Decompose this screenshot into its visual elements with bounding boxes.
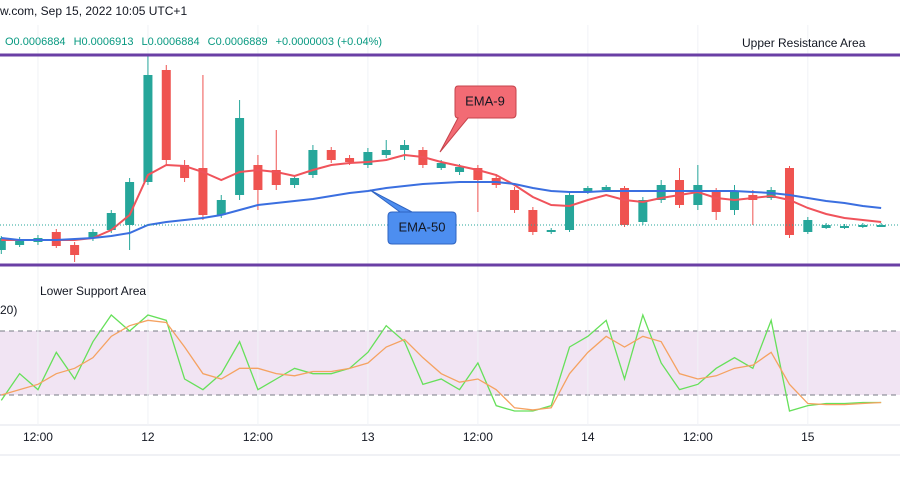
- candle-body: [106, 213, 116, 230]
- oscillator-line: [0, 312, 882, 412]
- candle-body: [88, 232, 98, 238]
- candle-body: [583, 188, 593, 192]
- candle-body: [784, 168, 794, 235]
- ohlc-label: C0.0006889: [208, 36, 268, 48]
- candle-body: [839, 226, 849, 228]
- ohlc-label: +0.0000003 (+0.04%): [276, 36, 382, 48]
- candle-body: [858, 225, 868, 227]
- candle-body: [180, 165, 190, 178]
- candle-body: [125, 182, 135, 225]
- ohlc-label: O0.0006884: [5, 36, 66, 48]
- candle-body: [473, 168, 483, 180]
- x-tick-label: 12:00: [463, 430, 493, 444]
- callout-box: [369, 189, 457, 245]
- candle-body: [803, 220, 813, 232]
- x-tick-label: 12: [141, 430, 155, 444]
- level-band: [0, 331, 900, 395]
- candle-body: [400, 145, 410, 150]
- candle-body: [711, 190, 721, 212]
- candle-body: [876, 225, 886, 227]
- candle-body: [381, 150, 391, 155]
- candle-body: [143, 75, 153, 182]
- callout-box: [439, 85, 517, 153]
- candle-body: [620, 188, 630, 225]
- oscillator-line: [1, 319, 882, 411]
- ema50-callout: EMA-50: [369, 189, 457, 245]
- candle-body: [675, 180, 685, 205]
- candle-body: [161, 70, 171, 160]
- candle-body: [271, 170, 281, 185]
- ohlc-label: L0.0006884: [142, 36, 200, 48]
- candle-body: [70, 245, 80, 255]
- candle-body: [510, 190, 520, 210]
- candle-body: [455, 167, 465, 172]
- candle-body: [528, 210, 538, 232]
- candle-body: [253, 165, 263, 190]
- candle-body: [290, 178, 300, 185]
- candle-body: [216, 200, 226, 215]
- x-tick-label: 13: [361, 430, 375, 444]
- candle-body: [198, 168, 208, 215]
- candle-body: [0, 238, 6, 250]
- candle-body: [15, 240, 25, 245]
- candle-body: [436, 163, 446, 168]
- candle-body: [693, 185, 703, 205]
- x-tick-label: 14: [581, 430, 595, 444]
- candle-body: [601, 187, 611, 190]
- x-tick-label: 12:00: [683, 430, 713, 444]
- ema-line: [1, 153, 882, 241]
- callout-label: EMA-50: [399, 219, 446, 234]
- candle-body: [345, 158, 355, 162]
- ohlc-label: H0.0006913: [74, 36, 134, 48]
- x-tick-label: 12:00: [243, 430, 273, 444]
- callout-label: EMA-9: [465, 93, 505, 108]
- x-tick-label: 15: [801, 430, 815, 444]
- candle-body: [656, 185, 666, 200]
- candle-body: [326, 150, 336, 160]
- candle-body: [363, 152, 373, 165]
- plot-area: [0, 25, 900, 425]
- annotation: Upper Resistance Area: [742, 36, 866, 50]
- candle-body: [308, 150, 318, 175]
- candle-body: [235, 118, 245, 195]
- candle-body: [821, 225, 831, 228]
- chart-title: w.com, Sep 15, 2022 10:05 UTC+1: [0, 4, 187, 18]
- indicator-label: 20): [0, 303, 17, 317]
- ema9-callout: EMA-9: [439, 85, 517, 153]
- candle-body: [565, 195, 575, 230]
- candle-body: [638, 200, 648, 222]
- candle-body: [546, 230, 556, 232]
- annotation: Lower Support Area: [40, 284, 146, 298]
- x-tick-label: 12:00: [23, 430, 53, 444]
